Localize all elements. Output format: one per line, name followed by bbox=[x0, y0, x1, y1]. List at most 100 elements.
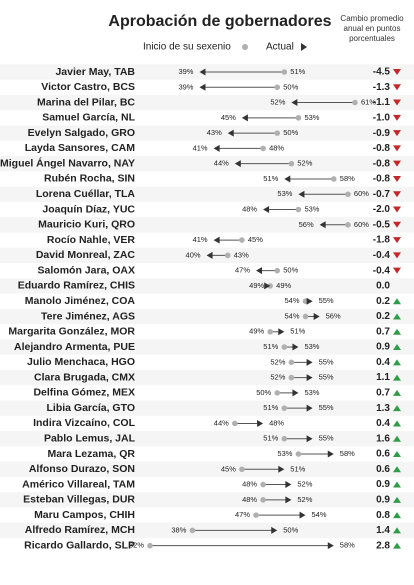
actual-arrow bbox=[313, 312, 320, 320]
legend-marker bbox=[242, 44, 248, 50]
value-label: 52% bbox=[297, 480, 312, 489]
start-dot bbox=[281, 405, 288, 411]
change-down bbox=[393, 160, 401, 167]
actual-arrow bbox=[306, 297, 313, 305]
change-up bbox=[393, 512, 401, 519]
actual-arrow bbox=[199, 68, 206, 76]
category-label: Esteban Villegas, DUR bbox=[23, 494, 135, 506]
value-label: 32% bbox=[129, 541, 144, 550]
value-label: 41% bbox=[193, 143, 208, 152]
value-label: 48% bbox=[242, 495, 257, 504]
row-band bbox=[0, 94, 414, 111]
value-label: 58% bbox=[340, 541, 355, 550]
value-label: 53% bbox=[304, 342, 319, 351]
change-label: -0.7 bbox=[373, 189, 391, 200]
change-label: 0.4 bbox=[376, 418, 390, 429]
value-label: 50% bbox=[256, 388, 271, 397]
actual-arrow bbox=[213, 144, 220, 152]
value-label: 39% bbox=[178, 67, 193, 76]
actual-arrow bbox=[284, 175, 291, 183]
change-label: 0.2 bbox=[376, 296, 390, 307]
category-label: Pablo Lemus, JAL bbox=[44, 433, 136, 445]
actual-arrow bbox=[206, 251, 213, 259]
change-label: 2.8 bbox=[376, 540, 390, 551]
change-label: 0.8 bbox=[376, 510, 390, 521]
change-up bbox=[393, 374, 401, 381]
change-label: 1.4 bbox=[376, 525, 390, 536]
category-label: Clara Brugada, CMX bbox=[34, 371, 135, 383]
category-label: Margarita González, MOR bbox=[8, 326, 135, 338]
change-down bbox=[393, 237, 401, 244]
start-dot bbox=[345, 222, 351, 228]
change-up bbox=[393, 527, 401, 534]
change-label: -0.8 bbox=[373, 143, 391, 154]
value-label: 48% bbox=[269, 143, 284, 152]
value-label: 45% bbox=[221, 113, 236, 122]
category-label: Marina del Pilar, BC bbox=[37, 96, 135, 108]
start-dot bbox=[281, 344, 288, 350]
category-label: Libia García, GTO bbox=[46, 402, 135, 414]
start-dot bbox=[281, 435, 288, 442]
value-label: 52% bbox=[297, 495, 312, 504]
row-band bbox=[0, 431, 414, 447]
start-dot bbox=[239, 237, 245, 243]
change-up bbox=[393, 542, 401, 549]
change-header: Cambio promedio anual en puntos porcentu… bbox=[340, 14, 404, 43]
start-dot bbox=[302, 313, 309, 320]
start-dot bbox=[281, 69, 288, 75]
start-dot bbox=[295, 451, 302, 457]
change-down bbox=[393, 145, 401, 152]
change-label: -1.1 bbox=[373, 97, 391, 108]
actual-arrow bbox=[327, 450, 334, 458]
change-label: 1.3 bbox=[376, 403, 390, 414]
start-dot bbox=[288, 374, 295, 381]
value-label: 39% bbox=[178, 82, 193, 91]
value-label: 47% bbox=[235, 266, 250, 275]
value-label: 51% bbox=[263, 434, 278, 443]
start-dot bbox=[189, 527, 196, 534]
start-dot bbox=[224, 252, 231, 259]
change-label: -1.0 bbox=[373, 112, 391, 123]
category-label: Delfina Gómez, MEX bbox=[33, 387, 135, 399]
category-label: Samuel García, NL bbox=[42, 112, 135, 124]
row-band bbox=[0, 156, 414, 172]
value-label: 48% bbox=[242, 480, 257, 489]
start-dot bbox=[239, 466, 245, 473]
actual-arrow bbox=[285, 481, 292, 489]
start-dot bbox=[274, 390, 281, 396]
start-dot bbox=[267, 283, 273, 289]
category-label: Rubén Rocha, SIN bbox=[44, 173, 135, 185]
category-label: Julio Menchaca, HGO bbox=[27, 356, 135, 368]
change-label: -2.0 bbox=[373, 204, 391, 215]
change-label: -0.9 bbox=[373, 128, 391, 139]
value-label: 55% bbox=[319, 357, 334, 366]
value-label: 49% bbox=[249, 281, 264, 290]
row-band bbox=[0, 492, 414, 508]
row-band bbox=[0, 217, 414, 233]
actual-arrow bbox=[213, 236, 220, 244]
category-label: Américo Villareal, TAM bbox=[22, 478, 135, 490]
start-dot bbox=[260, 481, 266, 488]
value-label: 56% bbox=[326, 311, 341, 320]
legend-label: Actual bbox=[266, 42, 294, 53]
value-label: 51% bbox=[290, 327, 305, 336]
actual-arrow bbox=[264, 282, 271, 290]
row-band bbox=[0, 339, 414, 355]
actual-arrow bbox=[327, 542, 334, 550]
change-up bbox=[393, 313, 401, 320]
value-label: 38% bbox=[171, 525, 186, 534]
row-band bbox=[0, 186, 414, 202]
value-label: 44% bbox=[214, 159, 229, 168]
value-label: 55% bbox=[319, 373, 334, 382]
value-label: 58% bbox=[340, 449, 355, 458]
change-label: 0.4 bbox=[376, 357, 390, 368]
row-band bbox=[0, 278, 414, 294]
change-label: -1.3 bbox=[373, 82, 391, 93]
start-dot bbox=[274, 130, 281, 136]
value-label: 51% bbox=[290, 464, 305, 473]
category-label: Rocío Nahle, VER bbox=[47, 234, 136, 246]
category-label: Layda Sansores, CAM bbox=[25, 142, 136, 154]
value-label: 45% bbox=[248, 235, 263, 244]
value-label: 51% bbox=[263, 403, 278, 412]
